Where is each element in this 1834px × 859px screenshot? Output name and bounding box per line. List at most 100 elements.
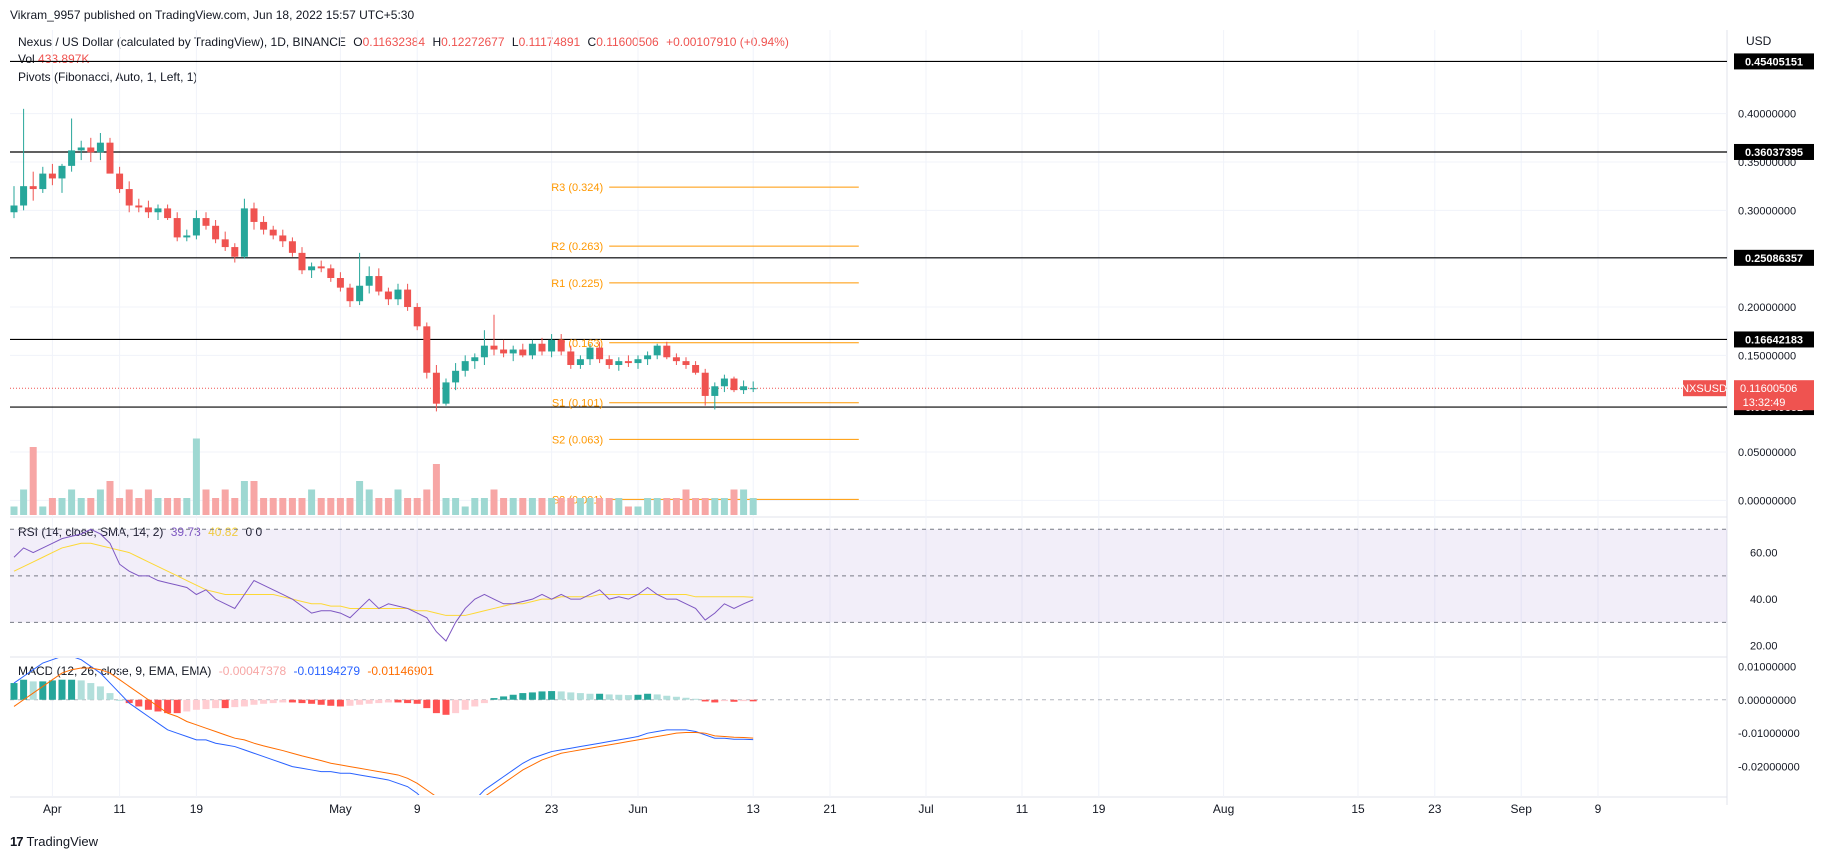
- change-value: +0.00107910 (+0.94%): [666, 35, 789, 49]
- macd-histogram-bar: [461, 699, 469, 710]
- candle-body: [240, 208, 248, 257]
- macd-histogram-bar: [317, 699, 325, 705]
- macd-histogram-bar: [346, 699, 354, 706]
- volume-bar: [509, 498, 517, 515]
- macd-histogram-bar: [480, 699, 488, 704]
- macd-histogram-bar: [519, 693, 527, 700]
- macd-histogram-bar: [644, 693, 652, 700]
- candle-body: [404, 289, 412, 307]
- time-axis-label: Jul: [918, 802, 933, 816]
- candle-body: [500, 349, 508, 354]
- candle-body: [221, 239, 229, 248]
- price-axis-label: 0.30000000: [1738, 205, 1796, 217]
- candle-body: [461, 361, 469, 371]
- macd-histogram-bar: [711, 699, 719, 703]
- volume-bar: [183, 498, 191, 515]
- volume-bar: [298, 498, 306, 515]
- volume-bar: [672, 498, 680, 515]
- macd-axis-label: -0.02000000: [1738, 762, 1800, 774]
- rsi-ma-line: [13, 542, 754, 616]
- rsi-axis-label: 20.00: [1750, 641, 1778, 653]
- open-value: 0.11632384: [362, 35, 426, 49]
- volume-bar: [279, 498, 287, 515]
- volume-bar: [77, 498, 85, 515]
- pivot-label: S2 (0.063): [552, 434, 603, 446]
- macd-histogram-bar: [231, 699, 239, 708]
- candle-body: [509, 349, 517, 354]
- candle-body: [663, 345, 671, 358]
- pivots-legend: Pivots (Fibonacci, Auto, 1, Left, 1): [18, 70, 198, 84]
- low-label: L: [511, 35, 519, 49]
- candle-body: [528, 343, 536, 356]
- volume-bar: [212, 498, 220, 515]
- volume-bar: [164, 498, 172, 515]
- macd-hist-value: -0.00047378: [218, 664, 287, 678]
- volume-bar: [231, 498, 239, 515]
- volume-bar: [288, 498, 296, 515]
- candle-body: [471, 357, 479, 362]
- tradingview-logo: ⁠17 TradingView: [10, 834, 98, 849]
- candle-body: [365, 276, 373, 286]
- macd-histogram-bar: [548, 691, 556, 700]
- macd-histogram-bar: [720, 699, 728, 702]
- rsi-label: RSI (14, close, SMA, 14, 2): [18, 525, 164, 539]
- candle-body: [701, 372, 709, 396]
- volume-bar: [653, 498, 661, 515]
- macd-histogram-bar: [125, 699, 133, 704]
- candle-body: [202, 218, 210, 226]
- candle-body: [442, 382, 450, 404]
- macd-histogram-bar: [423, 699, 431, 709]
- macd-histogram-bar: [624, 695, 632, 700]
- macd-histogram-bar: [596, 693, 604, 700]
- volume-bar: [624, 506, 632, 515]
- last-price-box: [1734, 380, 1814, 411]
- candle-body: [298, 252, 306, 271]
- volume-bar: [48, 498, 56, 515]
- time-axis-label: 11: [1016, 802, 1029, 816]
- volume-bar: [269, 498, 277, 515]
- macd-histogram-bar: [269, 699, 277, 704]
- candle-body: [720, 378, 728, 387]
- macd-histogram-bar: [432, 699, 440, 714]
- macd-axis-label: 0.00000000: [1738, 695, 1796, 707]
- level-label: 0.25086357: [1745, 253, 1803, 265]
- volume-bar: [413, 498, 421, 515]
- price-axis-label: 0.00000000: [1738, 495, 1796, 507]
- candle-body: [20, 186, 28, 206]
- volume-bar: [375, 498, 383, 515]
- candle-body: [624, 361, 632, 364]
- macd-histogram-bar: [183, 699, 191, 712]
- volume-bar: [730, 489, 738, 515]
- candle-body: [269, 229, 277, 236]
- macd-histogram-bar: [173, 699, 181, 714]
- macd-histogram-bar: [394, 699, 402, 703]
- candle-body: [480, 345, 488, 358]
- macd-histogram-bar: [557, 691, 565, 700]
- macd-histogram-bar: [240, 699, 248, 707]
- volume-bar: [519, 498, 527, 515]
- volume-bar: [39, 506, 47, 515]
- candle-body: [605, 359, 613, 365]
- price-axis-label: 0.40000000: [1738, 109, 1796, 121]
- macd-histogram-bar: [452, 699, 460, 714]
- macd-histogram-bar: [336, 699, 344, 707]
- pivot-label: P (0.163): [558, 338, 603, 350]
- macd-histogram-bar: [20, 679, 28, 700]
- macd-histogram-bar: [576, 693, 584, 700]
- macd-histogram-bar: [58, 679, 66, 700]
- macd-histogram-bar: [634, 694, 642, 700]
- candle-body: [317, 266, 325, 269]
- macd-histogram-bar: [442, 699, 450, 715]
- candle-body: [106, 142, 114, 174]
- macd-histogram-bar: [586, 693, 594, 700]
- close-value: 0.11600506: [596, 35, 659, 49]
- candle-body: [596, 347, 604, 360]
- candle-body: [39, 173, 47, 190]
- volume-bar: [384, 498, 392, 515]
- volume-bar: [740, 489, 748, 515]
- pivot-label: S1 (0.101): [552, 398, 603, 410]
- volume-bar: [557, 498, 565, 515]
- macd-histogram-bar: [672, 696, 680, 700]
- volume-bar: [116, 498, 124, 515]
